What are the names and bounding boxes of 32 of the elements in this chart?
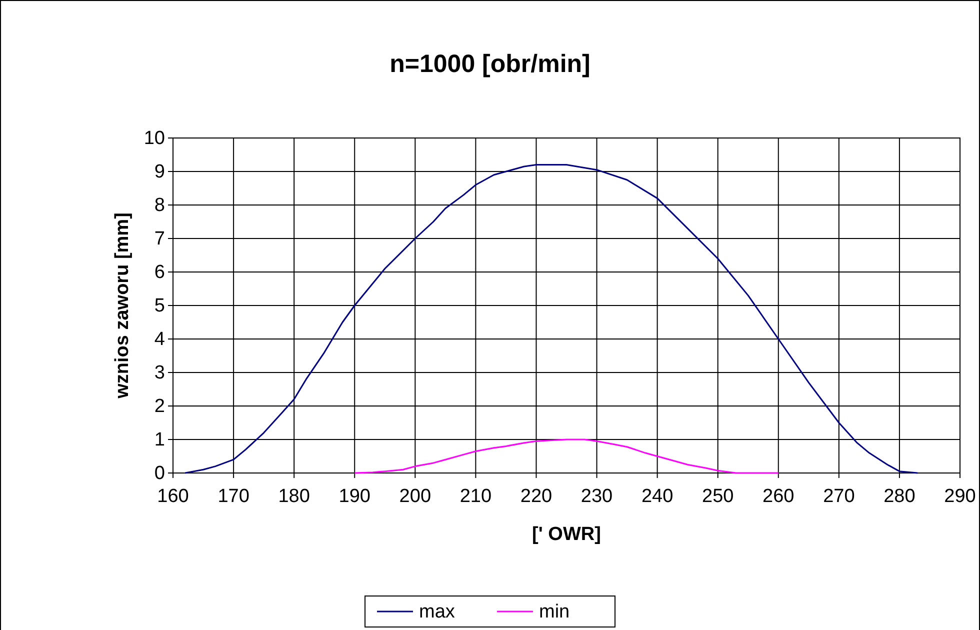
- x-tick-label: 160: [157, 486, 189, 507]
- x-tick-label: 280: [884, 486, 916, 507]
- x-tick-label: 210: [460, 486, 492, 507]
- x-tick-label: 180: [278, 486, 310, 507]
- x-tick-label: 200: [399, 486, 432, 507]
- y-tick-label: 6: [154, 262, 165, 284]
- x-tick-label: 290: [944, 486, 976, 507]
- y-tick-label: 4: [154, 329, 166, 350]
- y-tick-label: 1: [154, 430, 165, 451]
- x-tick-label: 230: [580, 486, 613, 507]
- x-tick-label: 270: [823, 486, 855, 507]
- y-tick-label: 3: [154, 362, 165, 384]
- x-tick-label: 260: [762, 486, 794, 507]
- y-tick-label: 0: [154, 463, 165, 484]
- x-tick-label: 240: [641, 486, 674, 507]
- x-tick-label: 250: [702, 486, 734, 507]
- y-tick-label: 7: [154, 228, 165, 250]
- y-tick-label: 10: [144, 128, 165, 150]
- x-tick-label: 170: [218, 486, 250, 507]
- line-series: [184, 164, 918, 474]
- legend-label: min: [539, 602, 570, 622]
- x-axis-title: [' OWR]: [532, 524, 601, 545]
- y-tick-label: 8: [154, 195, 165, 216]
- y-tick-label: 9: [154, 162, 165, 183]
- y-tick-label: 2: [154, 396, 165, 418]
- x-tick-label: 190: [338, 486, 370, 507]
- x-tick-label: 220: [520, 486, 552, 507]
- chart-title: n=1000 [obr/min]: [390, 50, 590, 78]
- line-series: [354, 438, 780, 474]
- legend-label: max: [419, 602, 456, 622]
- y-tick-label: 5: [154, 296, 165, 317]
- y-axis-title: wznios zaworu [mm]: [112, 212, 133, 400]
